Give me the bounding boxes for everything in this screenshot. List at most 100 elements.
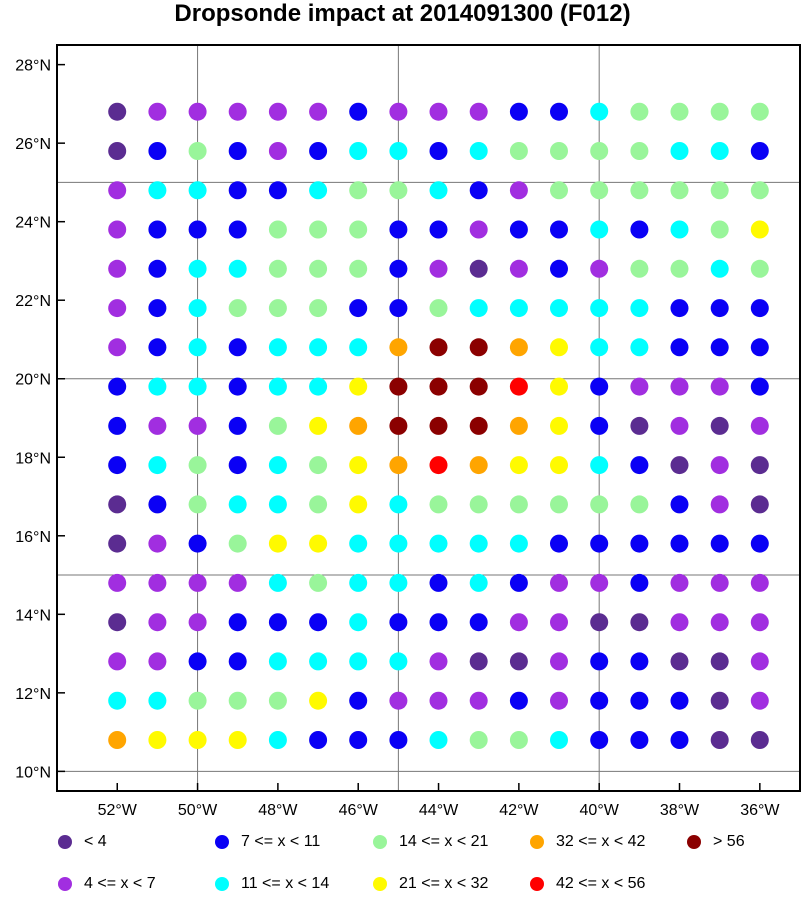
impact-dot [590,299,609,318]
impact-dot [349,181,368,200]
impact-dot [509,495,528,514]
impact-dot [188,338,207,357]
impact-dot [670,181,689,200]
impact-dot [590,731,609,749]
impact-dot [550,220,568,239]
impact-dot [710,299,729,318]
legend-item: 11 <= x < 14 [215,875,329,893]
impact-dot [228,299,247,318]
impact-dot [550,102,568,121]
impact-dot [429,573,448,592]
impact-dot [228,102,247,121]
impact-dot [429,416,448,435]
impact-dot [670,102,689,121]
impact-dot [108,456,127,475]
impact-dot [509,377,528,396]
impact-dot [630,416,649,435]
impact-dot [710,338,729,357]
impact-dot [389,534,408,553]
impact-dot [670,416,689,435]
impact-dot [188,534,207,553]
impact-dot [389,338,408,357]
impact-dot [148,691,167,710]
impact-dot [550,731,568,749]
impact-dot [148,456,167,475]
impact-dot [469,377,488,396]
impact-dot [268,534,287,553]
impact-dot [429,456,448,475]
impact-dot [550,377,568,396]
impact-dot [750,495,769,514]
impact-dot [710,220,729,239]
impact-dot [630,573,649,592]
impact-dot [429,691,448,710]
impact-dot [590,102,609,121]
impact-dot [268,691,287,710]
impact-dot [630,456,649,475]
impact-dot [228,456,247,475]
impact-dot [389,102,408,121]
impact-dot [550,652,568,671]
impact-dot [389,456,408,475]
impact-dot [509,181,528,200]
impact-dot [590,377,609,396]
impact-dot [710,731,729,749]
impact-dot [309,613,328,632]
lon-label: 50°W [178,802,218,819]
impact-dot [309,142,328,160]
impact-dot [228,259,247,278]
impact-dot [550,416,568,435]
impact-dot [268,220,287,239]
impact-dot [228,181,247,200]
impact-dot [670,299,689,318]
legend-label: 11 <= x < 14 [241,875,330,892]
lat-label: 18°N [15,450,51,467]
impact-dot [710,142,729,160]
impact-dot [148,102,167,121]
impact-dot [108,495,127,514]
impact-dot [228,220,247,239]
impact-dot [590,573,609,592]
legend-item: 32 <= x < 42 [530,833,645,851]
impact-dot [268,377,287,396]
impact-dot [429,613,448,632]
impact-dot [550,456,568,475]
impact-dot [349,377,368,396]
impact-dot [349,573,368,592]
lat-label: 16°N [15,529,51,546]
impact-dot [590,259,609,278]
impact-dot [268,102,287,121]
impact-dot [309,456,328,475]
impact-dot [108,691,127,710]
impact-dot [389,181,408,200]
impact-dot [509,259,528,278]
impact-dot [309,338,328,357]
impact-dot [309,534,328,553]
legend-swatch [58,835,72,849]
impact-dot [509,731,528,749]
impact-dot [469,456,488,475]
impact-dot [710,652,729,671]
impact-dot [550,691,568,710]
impact-dot [429,495,448,514]
impact-dot [710,377,729,396]
impact-dot [630,377,649,396]
impact-dot [188,259,207,278]
impact-dot [670,731,689,749]
lat-label: 22°N [15,293,51,310]
impact-dot [108,181,127,200]
impact-dot [188,691,207,710]
impact-dot [509,691,528,710]
impact-dot [469,181,488,200]
impact-dot [469,220,488,239]
impact-dot [509,299,528,318]
impact-dot [750,691,769,710]
impact-dot [509,102,528,121]
impact-dot [750,731,769,749]
impact-dot [630,613,649,632]
impact-dot [228,416,247,435]
legend-swatch [687,835,701,849]
impact-dot [148,652,167,671]
legend-label: 4 <= x < 7 [84,875,156,892]
impact-dot [670,573,689,592]
